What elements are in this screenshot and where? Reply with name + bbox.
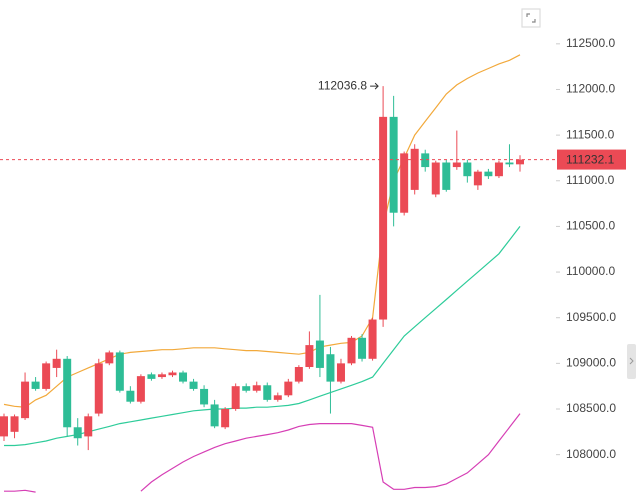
- y-tick-label: 108500.0: [566, 401, 616, 415]
- candle-body: [389, 116, 398, 213]
- candle-body: [168, 372, 177, 376]
- candle-body: [463, 162, 472, 177]
- indicator-line: [4, 413, 521, 493]
- y-tick-label: 108000.0: [566, 447, 616, 461]
- candle-body: [10, 416, 19, 432]
- expand-button[interactable]: [521, 8, 541, 28]
- candle-body: [252, 385, 261, 391]
- scroll-handle[interactable]: [627, 344, 636, 379]
- y-tick-label: 109000.0: [566, 356, 616, 370]
- expand-glyph: [526, 13, 536, 23]
- candle-body: [263, 385, 272, 400]
- last-price-label: 111232.1: [566, 153, 615, 167]
- candle-body: [516, 159, 524, 165]
- candle-body: [221, 409, 230, 428]
- candle-body: [126, 390, 135, 402]
- candle-body: [358, 337, 367, 359]
- y-tick-label: 111500.0: [566, 127, 615, 141]
- candle-body: [231, 386, 240, 410]
- candle-body: [379, 116, 388, 320]
- candle-body: [0, 416, 8, 437]
- candle-body: [347, 337, 356, 364]
- candle-body: [505, 162, 514, 165]
- candle-body: [400, 153, 409, 213]
- candle-body: [31, 381, 40, 389]
- candle-body: [115, 352, 124, 391]
- y-tick-label: 109500.0: [566, 310, 616, 324]
- candle-body: [294, 367, 303, 382]
- candle-body: [326, 354, 335, 382]
- plot-area: [0, 54, 524, 493]
- indicator-line: [4, 226, 521, 447]
- expand-icon[interactable]: [521, 8, 541, 28]
- indicator-line: [3, 54, 521, 408]
- y-tick-label: 112500.0: [566, 36, 615, 50]
- candle-body: [494, 162, 503, 177]
- candle-body: [189, 381, 198, 389]
- max-arrow: [370, 82, 379, 90]
- candle-body: [147, 374, 156, 379]
- scroll-arrow: [629, 357, 634, 365]
- candle-body: [179, 372, 188, 382]
- candle-body: [136, 376, 145, 402]
- candle-body: [94, 363, 103, 414]
- candle-body: [200, 388, 209, 405]
- candle-body: [21, 381, 30, 419]
- candle-body: [210, 404, 219, 427]
- candle-body: [73, 427, 82, 439]
- candle-body: [305, 345, 314, 368]
- candle-body: [410, 148, 419, 190]
- candle-body: [421, 153, 430, 168]
- candle-body: [42, 363, 51, 389]
- candle-body: [336, 363, 345, 382]
- candle-body: [431, 162, 440, 195]
- candle-body: [52, 358, 61, 368]
- candle-body: [157, 374, 166, 378]
- y-tick-label: 111000.0: [566, 173, 615, 187]
- last-price-box: [557, 149, 626, 170]
- y-tick-label: 112000.0: [566, 82, 615, 96]
- max-annotation: 112036.8: [318, 78, 367, 92]
- candle-body: [242, 386, 251, 391]
- candle-body: [284, 381, 293, 396]
- y-tick-label: 110000.0: [566, 264, 615, 278]
- candle-body: [484, 171, 493, 177]
- candle-body: [473, 171, 482, 186]
- candle-body: [368, 319, 377, 359]
- candle-body: [84, 416, 93, 437]
- candle-body: [442, 162, 451, 190]
- candle-body: [315, 340, 324, 368]
- candle-body: [452, 162, 461, 168]
- candle-body: [273, 395, 282, 400]
- y-tick-label: 110500.0: [566, 219, 615, 233]
- price-axis: 112500.0 112000.0 111500.0 111000.0 110500.0…: [556, 36, 616, 461]
- candle-body: [105, 352, 114, 364]
- candle-body: [63, 358, 72, 428]
